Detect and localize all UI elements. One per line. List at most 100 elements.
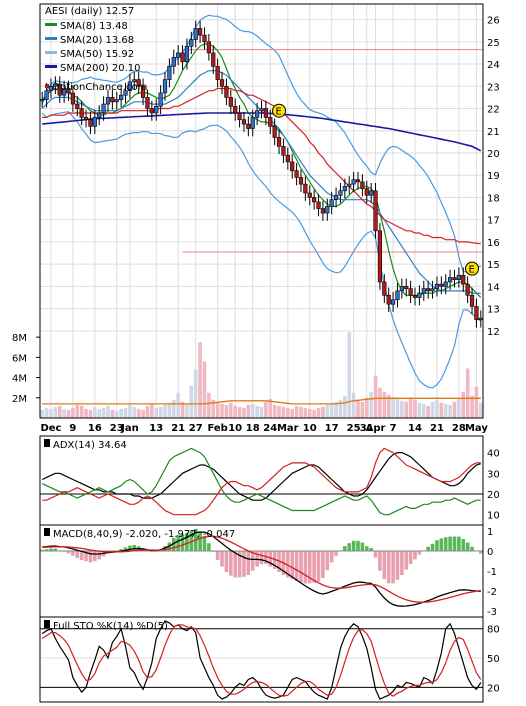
volume-tick-label: 4M: [12, 374, 27, 385]
candle-body: [101, 103, 106, 114]
candle-body: [285, 154, 290, 163]
candle-body: [268, 117, 273, 127]
candle-body: [97, 112, 102, 118]
sto-line-0: [41, 620, 482, 700]
volume-bar: [228, 402, 233, 418]
date-tick-label: 16: [88, 423, 102, 434]
candle-body: [123, 90, 128, 96]
volume-bar: [343, 395, 347, 418]
candle-body: [325, 206, 330, 214]
macd-histogram-bar: [202, 536, 207, 551]
macd-histogram-bar: [264, 551, 268, 565]
candle-body: [434, 283, 440, 289]
adx-tick-label: 20: [487, 490, 500, 501]
candle-body: [469, 295, 475, 307]
volume-bar: [364, 397, 369, 418]
watermark-icon: [45, 84, 49, 88]
volume-bar: [457, 398, 461, 418]
candle-body: [360, 181, 365, 189]
macd-histogram-bar: [93, 551, 97, 562]
date-tick-label: 18: [246, 423, 260, 434]
macd-histogram-bar: [167, 542, 172, 551]
candle-body: [364, 188, 369, 196]
volume-bar: [259, 406, 264, 418]
earnings-marker: [272, 103, 287, 118]
candle-body: [228, 97, 233, 107]
volume-bar: [171, 399, 176, 418]
volume-bar: [452, 401, 457, 418]
legend-label: SMA(50) 15.92: [60, 49, 134, 60]
volume-bar: [75, 404, 80, 418]
candle-body: [342, 186, 347, 192]
date-tick-label: 13: [149, 423, 163, 434]
sto-legend-swatch: [44, 620, 50, 628]
date-tick-label: 9: [69, 423, 76, 434]
candle-body: [233, 105, 238, 114]
volume-bar: [268, 398, 273, 418]
candle-body: [382, 281, 387, 296]
candle-body: [145, 97, 150, 109]
volume-bar: [426, 405, 430, 418]
volume-average-line: [42, 397, 481, 405]
volume-bar: [325, 404, 330, 418]
volume-bar: [246, 404, 251, 418]
macd-histogram-bar: [417, 551, 422, 555]
candle-body: [421, 288, 426, 294]
volume-bar: [470, 395, 474, 418]
earnings-marker-label: E: [469, 265, 475, 276]
volume-bar: [356, 399, 360, 418]
price-panel: 12 13 14 15 16 17 18 19 20 21 22 23 24 25 26 E E: [40, 4, 500, 418]
candle-body: [395, 290, 400, 301]
macd-histogram-bar: [224, 551, 229, 572]
candle-body: [351, 179, 356, 185]
macd-histogram-bar: [119, 549, 123, 551]
macd-signal-line: [42, 535, 481, 603]
volume-bar: [176, 392, 180, 418]
legend-swatch: [45, 37, 57, 40]
candle-body: [176, 52, 181, 58]
volume-bar: [97, 408, 102, 418]
volume-bar: [338, 399, 343, 418]
macd-histogram-bar: [386, 551, 391, 584]
legend-swatch: [45, 23, 57, 26]
date-tick-label: 14: [408, 423, 422, 434]
volume-bar: [465, 368, 470, 418]
candle-body: [320, 208, 326, 214]
price-tick-label: 15: [487, 260, 500, 271]
candle-body: [355, 179, 361, 183]
candle-body: [206, 41, 211, 54]
volume-bar: [408, 397, 413, 418]
candle-body: [132, 79, 137, 83]
macd-histogram-bar: [343, 546, 347, 551]
sto-line-1: [41, 624, 482, 697]
candle-body: [193, 28, 198, 40]
volume-bar: [242, 407, 246, 418]
macd-histogram-bar: [228, 551, 233, 576]
volume-bar: [299, 406, 303, 418]
date-tick-label: 10: [303, 423, 317, 434]
volume-bar: [435, 399, 439, 418]
volume-bar: [167, 402, 172, 418]
candle-body: [347, 183, 352, 187]
volume-bar: [461, 391, 466, 418]
upper-band-line: [41, 14, 482, 273]
lower-band-line: [41, 111, 482, 389]
macd-histogram-bar: [430, 543, 435, 551]
candle-body: [92, 117, 97, 127]
candle-body: [70, 92, 75, 105]
date-tick-label: 27: [189, 423, 203, 434]
volume-bar: [119, 408, 123, 418]
volume-bar: [272, 404, 277, 418]
macd-histogram-bar: [294, 551, 299, 581]
earnings-marker-label: E: [276, 107, 282, 118]
macd-histogram-bar: [307, 551, 312, 584]
candle-body: [202, 34, 207, 43]
macd-histogram-bar: [88, 551, 93, 563]
watermark-text: OptionChance.com: [52, 82, 147, 93]
candle-body: [154, 105, 159, 114]
macd-histogram-bar: [171, 537, 176, 551]
volume-bar: [132, 406, 137, 418]
volume-bar: [53, 406, 58, 418]
volume-bar: [44, 407, 49, 418]
